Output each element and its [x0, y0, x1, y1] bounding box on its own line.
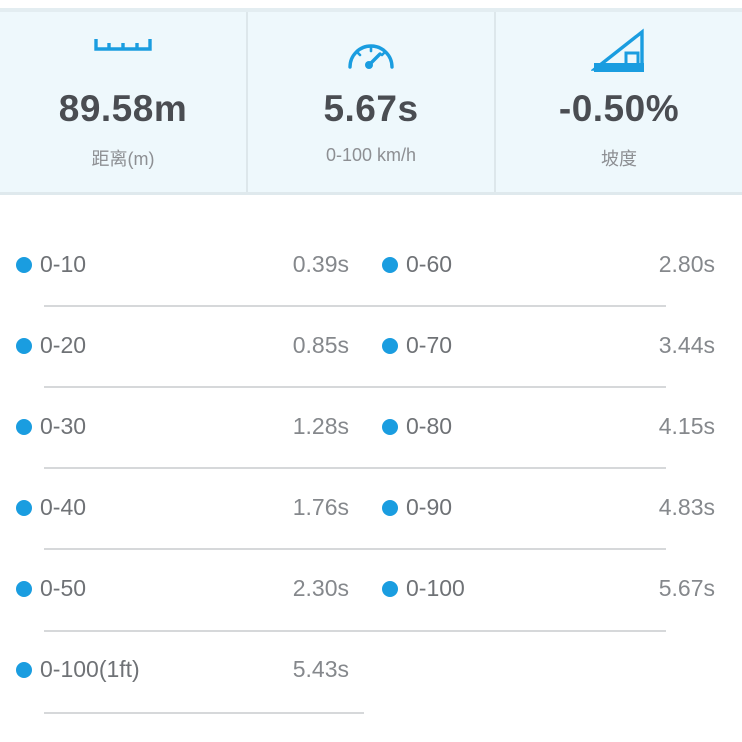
split-range: 0-80: [406, 413, 453, 439]
split-range: 0-60: [406, 251, 453, 277]
split-time: 5.43s: [292, 656, 349, 682]
distance-value: 89.58m: [58, 88, 188, 129]
distance-label: 距离(m): [91, 149, 155, 169]
stats-summary-panel: 89.58m 距离(m) 5.67s 0-100 km/h: [0, 12, 742, 195]
split-range: 0-10: [40, 251, 87, 277]
bullet-dot-icon: [16, 338, 32, 354]
bullet-dot-icon: [382, 338, 398, 354]
row-divider: [44, 305, 666, 307]
bullet-dot-icon: [382, 500, 398, 516]
split-row: 0-60 2.80s: [382, 227, 715, 308]
split-row: 0-100 5.67s: [382, 551, 715, 632]
split-range: 0-100(1ft): [40, 656, 140, 682]
split-range: 0-40: [40, 494, 87, 520]
bullet-dot-icon: [382, 257, 398, 273]
distance-stat: 89.58m 距离(m): [0, 12, 246, 192]
row-divider: [44, 386, 666, 388]
split-time: 4.83s: [658, 494, 715, 520]
bullet-dot-icon: [382, 581, 398, 597]
top-divider: [0, 8, 742, 12]
acceleration-label: 0-100 km/h: [325, 145, 417, 165]
split-time: 0.85s: [292, 332, 349, 358]
split-row: 0-80 4.15s: [382, 389, 715, 470]
row-divider: [44, 548, 666, 550]
split-time: 5.67s: [658, 575, 715, 601]
bullet-dot-icon: [16, 257, 32, 273]
split-range: 0-20: [40, 332, 87, 358]
speedometer-icon: [346, 36, 396, 75]
split-time: 2.80s: [658, 251, 715, 277]
split-range: 0-100: [406, 575, 465, 601]
row-divider: [44, 712, 364, 714]
split-time: 0.39s: [292, 251, 349, 277]
split-row: 0-90 4.83s: [382, 470, 715, 551]
split-time: 3.44s: [658, 332, 715, 358]
row-divider: [44, 467, 666, 469]
acceleration-value: 5.67s: [323, 88, 419, 129]
split-time: 1.28s: [292, 413, 349, 439]
row-divider: [44, 630, 666, 632]
split-time: 2.30s: [292, 575, 349, 601]
split-time: 4.15s: [658, 413, 715, 439]
split-range: 0-70: [406, 332, 453, 358]
split-row: 0-20 0.85s: [16, 308, 349, 389]
bullet-dot-icon: [16, 662, 32, 678]
split-row: 0-30 1.28s: [16, 389, 349, 470]
split-row: 0-70 3.44s: [382, 308, 715, 389]
split-range: 0-30: [40, 413, 87, 439]
split-row: 0-100(1ft) 5.43s: [16, 632, 349, 713]
split-time: 1.76s: [292, 494, 349, 520]
bullet-dot-icon: [16, 581, 32, 597]
split-range: 0-50: [40, 575, 87, 601]
split-row: 0-40 1.76s: [16, 470, 349, 551]
bullet-dot-icon: [16, 500, 32, 516]
split-row: 0-10 0.39s: [16, 227, 349, 308]
slope-label: 坡度: [601, 149, 637, 169]
slope-stat: -0.50% 坡度: [494, 12, 742, 192]
split-row: 0-50 2.30s: [16, 551, 349, 632]
slope-value: -0.50%: [558, 88, 680, 129]
acceleration-stat: 5.67s 0-100 km/h: [246, 12, 494, 192]
ruler-icon: [93, 34, 153, 59]
bullet-dot-icon: [382, 419, 398, 435]
split-range: 0-90: [406, 494, 453, 520]
slope-icon: [590, 28, 647, 79]
bullet-dot-icon: [16, 419, 32, 435]
